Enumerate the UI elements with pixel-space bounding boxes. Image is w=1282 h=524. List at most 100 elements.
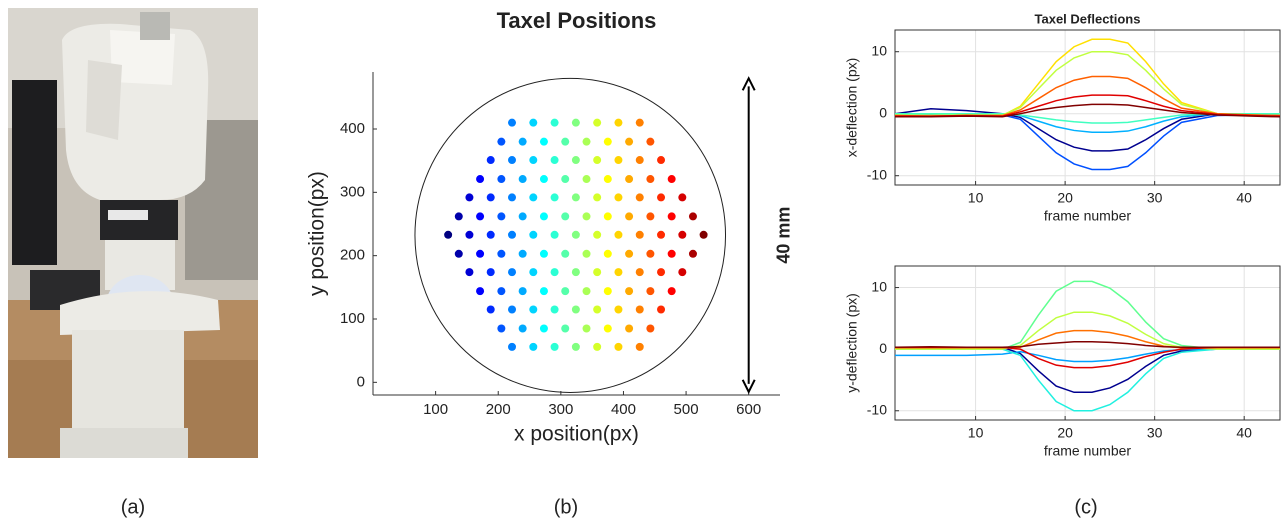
taxel-point xyxy=(561,175,569,183)
taxel-point xyxy=(476,250,484,258)
taxel-point xyxy=(604,138,612,146)
deflection-line xyxy=(895,347,1280,392)
taxel-point xyxy=(646,287,654,295)
taxel-point xyxy=(561,287,569,295)
taxel-point xyxy=(646,212,654,220)
taxel-point xyxy=(668,212,676,220)
taxel-point xyxy=(540,175,548,183)
taxel-point xyxy=(519,325,527,333)
taxel-point xyxy=(614,231,622,239)
y-tick-label: -10 xyxy=(867,401,887,417)
taxel-point xyxy=(551,193,559,201)
taxel-point xyxy=(625,325,633,333)
taxel-point xyxy=(465,231,473,239)
axes-box xyxy=(895,266,1280,420)
x-tick-label: 30 xyxy=(1147,425,1163,441)
taxel-point xyxy=(540,212,548,220)
taxel-point xyxy=(572,306,580,314)
taxel-point xyxy=(636,119,644,127)
taxel-point xyxy=(593,156,601,164)
taxel-point xyxy=(551,343,559,351)
taxel-point xyxy=(625,250,633,258)
taxel-point xyxy=(572,156,580,164)
taxel-point xyxy=(625,175,633,183)
taxel-point xyxy=(668,175,676,183)
x-tick-label: 100 xyxy=(423,401,448,418)
chart-title: Taxel Positions xyxy=(497,8,657,33)
taxel-point xyxy=(614,193,622,201)
y-axis-label: y-deflection (px) xyxy=(844,293,860,393)
taxel-point xyxy=(572,231,580,239)
taxel-point xyxy=(583,138,591,146)
taxel-point xyxy=(508,268,516,276)
taxel-point xyxy=(604,175,612,183)
taxel-point xyxy=(529,193,537,201)
taxel-point xyxy=(519,175,527,183)
taxel-point xyxy=(657,268,665,276)
figure: (a) (b) (c) 1002003004005006000100200300… xyxy=(0,0,1282,524)
x-tick-label: 10 xyxy=(968,190,984,206)
x-tick-label: 20 xyxy=(1057,425,1073,441)
taxel-point xyxy=(625,212,633,220)
deflection-line xyxy=(895,342,1280,348)
taxel-point xyxy=(700,231,708,239)
taxel-point xyxy=(508,231,516,239)
taxel-point xyxy=(583,250,591,258)
taxel-point xyxy=(465,268,473,276)
y-tick-label: 200 xyxy=(340,247,365,264)
deflection-line xyxy=(895,52,1280,116)
taxel-point xyxy=(551,306,559,314)
taxel-point xyxy=(540,325,548,333)
taxel-point xyxy=(636,231,644,239)
x-tick-label: 30 xyxy=(1147,190,1163,206)
taxel-point xyxy=(487,231,495,239)
panel-label: (a) xyxy=(121,496,145,518)
taxel-point xyxy=(593,306,601,314)
y-tick-label: 0 xyxy=(357,373,365,390)
taxel-point xyxy=(487,156,495,164)
taxel-point xyxy=(636,268,644,276)
taxel-point xyxy=(572,193,580,201)
y-tick-label: 0 xyxy=(879,104,887,120)
taxel-point xyxy=(689,212,697,220)
x-tick-label: 40 xyxy=(1236,190,1252,206)
panel-label: (b) xyxy=(554,496,578,518)
taxel-point xyxy=(540,287,548,295)
y-tick-label: 0 xyxy=(879,340,887,356)
taxel-point xyxy=(593,119,601,127)
taxel-point xyxy=(678,231,686,239)
taxel-point xyxy=(583,325,591,333)
y-tick-label: 10 xyxy=(871,42,887,58)
x-tick-label: 10 xyxy=(968,425,984,441)
deflection-line xyxy=(895,281,1280,349)
x-tick-label: 40 xyxy=(1236,425,1252,441)
taxel-point xyxy=(593,231,601,239)
taxel-point xyxy=(529,306,537,314)
taxel-point xyxy=(487,193,495,201)
taxel-point xyxy=(529,119,537,127)
y-axis-label: x-deflection (px) xyxy=(844,58,860,158)
taxel-point xyxy=(551,268,559,276)
deflection-line xyxy=(895,331,1280,348)
taxel-point xyxy=(657,231,665,239)
x-axis-label: frame number xyxy=(1044,208,1131,224)
taxel-point xyxy=(551,156,559,164)
x-tick-label: 400 xyxy=(611,401,636,418)
taxel-point xyxy=(583,175,591,183)
taxel-point xyxy=(487,306,495,314)
taxel-point xyxy=(614,268,622,276)
taxel-point xyxy=(604,287,612,295)
taxel-point xyxy=(561,212,569,220)
taxel-point xyxy=(551,231,559,239)
taxel-point xyxy=(657,306,665,314)
y-tick-label: 400 xyxy=(340,120,365,137)
deflection-line xyxy=(895,347,1280,367)
deflection-line xyxy=(895,349,1280,411)
taxel-point xyxy=(604,325,612,333)
taxel-point xyxy=(657,193,665,201)
taxel-point xyxy=(561,250,569,258)
taxel-point xyxy=(497,175,505,183)
taxel-point xyxy=(593,343,601,351)
robot-photo xyxy=(8,8,258,458)
taxel-point xyxy=(572,119,580,127)
